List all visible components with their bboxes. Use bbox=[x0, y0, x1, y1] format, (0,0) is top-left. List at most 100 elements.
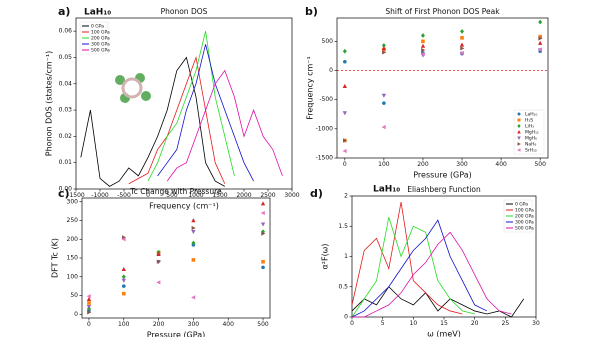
x-tick-label: 100 bbox=[378, 161, 390, 168]
x-tick-label: 500 bbox=[534, 161, 546, 168]
marker bbox=[121, 291, 126, 296]
panel-label: c) bbox=[58, 187, 70, 200]
legend-label: MgH₁₂ bbox=[525, 130, 539, 136]
marker bbox=[86, 294, 91, 299]
legend-label: 500 GPa bbox=[515, 226, 534, 232]
legend-label: H₃S bbox=[525, 118, 533, 124]
marker bbox=[260, 210, 265, 216]
x-tick-label: 20 bbox=[471, 320, 479, 327]
marker bbox=[191, 225, 196, 231]
x-tick-label: 25 bbox=[502, 320, 510, 327]
y-tick-label: 500 bbox=[322, 38, 334, 45]
legend-label: 300 GPa bbox=[515, 220, 534, 226]
y-tick-label: 150 bbox=[67, 255, 79, 262]
legend-swatch bbox=[517, 148, 521, 152]
series-line bbox=[166, 69, 283, 182]
legend-label: 200 GPa bbox=[91, 36, 110, 42]
y-tick-label: 0 bbox=[74, 311, 78, 318]
x-tick-label: 300 bbox=[188, 321, 200, 328]
series-line bbox=[157, 44, 254, 182]
marker bbox=[191, 295, 196, 300]
x-tick-label: 1500 bbox=[212, 192, 227, 199]
legend-swatch bbox=[517, 118, 521, 122]
series-line bbox=[351, 217, 475, 318]
plot-frame bbox=[336, 17, 549, 159]
legend-swatch bbox=[517, 142, 521, 146]
y-tick-label: 0.5 bbox=[338, 283, 348, 290]
x-tick-label: 15 bbox=[440, 320, 448, 327]
marker bbox=[538, 19, 543, 25]
series-line bbox=[352, 231, 512, 318]
marker bbox=[87, 310, 92, 315]
marker bbox=[261, 265, 265, 270]
y-tick-label: 300 bbox=[67, 198, 79, 205]
series-line bbox=[351, 286, 525, 318]
marker bbox=[343, 59, 347, 64]
series-line bbox=[351, 201, 463, 315]
marker bbox=[381, 93, 387, 98]
x-tick-label: 500 bbox=[166, 192, 178, 199]
marker bbox=[538, 36, 543, 41]
marker bbox=[121, 266, 126, 272]
legend-label: 200 GPa bbox=[515, 214, 534, 220]
marker bbox=[86, 296, 92, 302]
marker bbox=[420, 33, 425, 38]
y-tick-label: 200 bbox=[67, 236, 79, 243]
y-axis-label: DFT Tc (K) bbox=[51, 238, 60, 278]
legend-label: 100 GPa bbox=[91, 30, 110, 36]
x-tick-label: -1000 bbox=[91, 192, 109, 199]
marker bbox=[381, 45, 387, 51]
plot-frame bbox=[81, 197, 271, 319]
x-tick-label: 5 bbox=[381, 320, 385, 327]
marker bbox=[121, 274, 126, 280]
legend-label: MgH₆ bbox=[525, 136, 537, 142]
x-tick-label: 300 bbox=[456, 161, 468, 168]
x-tick-label: 0 bbox=[87, 321, 91, 328]
marker bbox=[86, 304, 92, 310]
y-tick-label: 1.5 bbox=[338, 223, 348, 230]
marker bbox=[191, 240, 196, 246]
legend-label: LaH₁₀ bbox=[525, 112, 537, 118]
marker bbox=[156, 280, 161, 285]
legend-label: 0 GPa bbox=[515, 202, 528, 208]
series-line bbox=[351, 219, 488, 318]
marker bbox=[459, 42, 465, 47]
y-tick-label: 0 bbox=[344, 314, 348, 321]
marker bbox=[381, 43, 386, 48]
legend-label: SrH₁₀ bbox=[525, 148, 537, 154]
y-tick-label: 0.02 bbox=[59, 133, 73, 140]
y-tick-label: 0.01 bbox=[59, 159, 73, 166]
marker bbox=[382, 50, 387, 55]
legend-swatch bbox=[517, 124, 521, 128]
marker bbox=[261, 231, 266, 236]
marker bbox=[191, 218, 196, 223]
marker bbox=[342, 111, 347, 116]
panel-label: a) bbox=[58, 5, 70, 18]
x-tick-label: 0 bbox=[146, 192, 150, 199]
marker bbox=[459, 50, 464, 56]
marker bbox=[261, 259, 265, 264]
chart-title: Shift of First Phonon DOS Peak bbox=[385, 7, 500, 16]
x-tick-label: 200 bbox=[153, 321, 165, 328]
legend-swatch bbox=[517, 112, 521, 116]
marker bbox=[342, 48, 347, 54]
x-tick-label: -500 bbox=[117, 192, 131, 199]
marker bbox=[382, 101, 386, 105]
annotation: LaH₁₀ bbox=[373, 185, 400, 195]
legend-label: 300 GPa bbox=[91, 42, 110, 48]
y-axis-label: α²F(ω) bbox=[321, 243, 330, 269]
y-tick-label: 250 bbox=[67, 217, 79, 224]
y-axis-label: Frequency cm⁻¹ bbox=[306, 56, 315, 120]
legend-label: 0 GPa bbox=[91, 24, 104, 30]
marker bbox=[121, 284, 126, 288]
marker bbox=[381, 124, 386, 130]
legend-label: NaH₆ bbox=[525, 142, 537, 148]
marker bbox=[191, 229, 196, 235]
x-tick-label: -1500 bbox=[67, 192, 85, 199]
marker bbox=[538, 40, 543, 45]
marker bbox=[156, 251, 161, 257]
series-line bbox=[80, 56, 225, 187]
y-tick-label: 1 bbox=[344, 253, 348, 260]
x-tick-label: 1000 bbox=[188, 192, 203, 199]
